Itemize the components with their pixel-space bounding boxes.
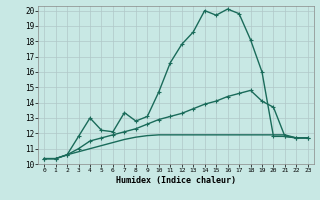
X-axis label: Humidex (Indice chaleur): Humidex (Indice chaleur) — [116, 176, 236, 185]
